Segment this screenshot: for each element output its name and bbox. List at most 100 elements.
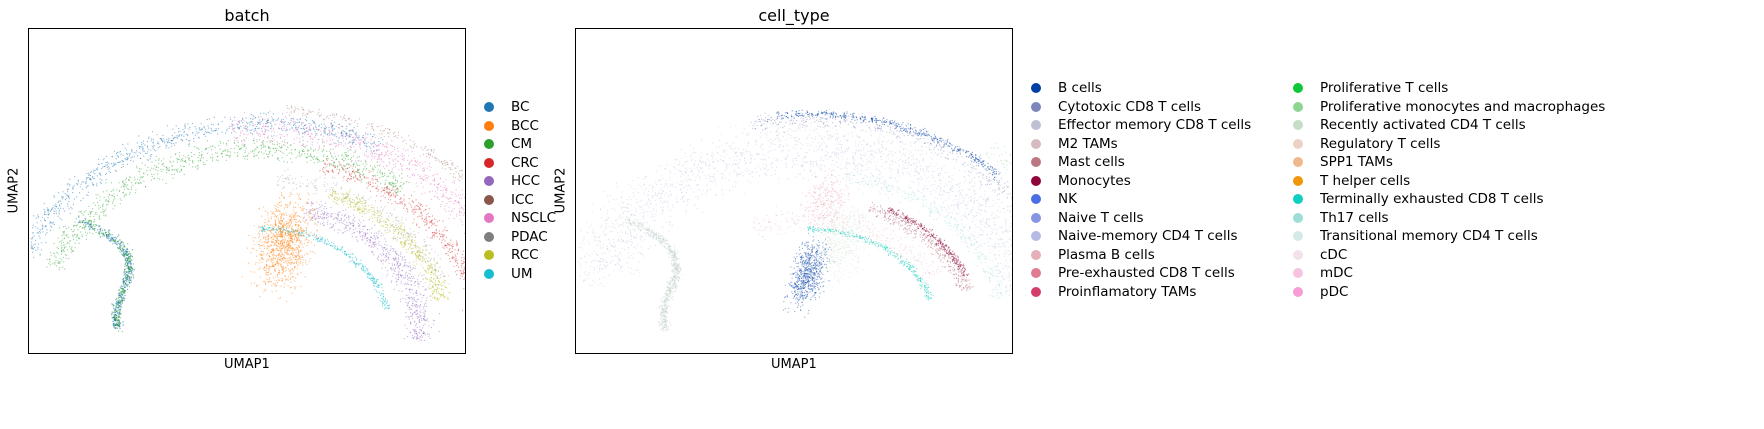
scatter-point	[353, 127, 355, 129]
scatter-point	[340, 188, 342, 190]
scatter-point	[112, 162, 115, 164]
scatter-point	[226, 144, 228, 146]
scatter-point	[335, 202, 337, 204]
scatter-point	[415, 245, 417, 247]
scatter-point	[421, 193, 423, 195]
scatter-point	[251, 125, 253, 127]
scatter-point	[313, 162, 315, 164]
scatter-point	[160, 168, 162, 171]
scatter-point	[348, 118, 350, 120]
scatter-point	[215, 152, 217, 154]
scatter-point	[102, 191, 104, 193]
scatter-point	[301, 153, 303, 155]
scatter-point	[378, 138, 380, 140]
scatter-point	[367, 185, 369, 187]
scatter-point	[361, 178, 363, 180]
scatter-point	[355, 119, 357, 122]
scatter-point	[185, 133, 187, 135]
scatter-point	[380, 195, 382, 197]
scatter-point	[306, 219, 308, 221]
scatter-point	[294, 106, 296, 108]
scatter-point	[405, 265, 407, 267]
scatter-point	[345, 151, 347, 154]
scatter-point	[445, 210, 447, 213]
scatter-point	[308, 135, 310, 137]
scatter-point	[305, 156, 307, 158]
scatter-point	[159, 137, 161, 139]
scatter-point	[254, 127, 256, 129]
scatter-point	[267, 130, 269, 132]
scatter-point	[87, 172, 90, 174]
scatter-point	[245, 117, 247, 119]
scatter-point	[372, 252, 374, 254]
scatter-point	[267, 229, 269, 231]
scatter-point	[380, 158, 382, 160]
scatter-point	[80, 200, 82, 202]
scatter-point	[357, 207, 359, 210]
scatter-point	[370, 236, 372, 238]
scatter-point	[382, 166, 384, 168]
scatter-point	[437, 183, 439, 185]
scatter-point	[369, 277, 371, 280]
scatter-point	[335, 145, 337, 147]
scatter-point	[359, 212, 361, 214]
scatter-point	[306, 113, 308, 115]
scatter-point	[198, 128, 200, 130]
scatter-point	[353, 152, 355, 154]
scatter-point	[380, 154, 382, 156]
scatter-point	[395, 217, 398, 219]
scatter-point	[37, 232, 40, 234]
scatter-point	[431, 267, 434, 269]
scatter-point	[229, 154, 231, 156]
scatter-point	[373, 243, 375, 245]
scatter-point	[332, 245, 334, 247]
scatter-point	[345, 227, 347, 229]
scatter-point	[384, 299, 386, 301]
scatter-point	[433, 320, 435, 322]
scatter-point	[389, 253, 391, 256]
scatter-point	[244, 158, 246, 160]
scatter-point	[323, 119, 325, 121]
scatter-point	[384, 308, 386, 310]
scatter-point	[389, 196, 391, 198]
scatter-point	[398, 169, 400, 171]
scatter-point	[265, 289, 267, 291]
scatter-point	[326, 133, 328, 135]
scatter-point	[430, 273, 432, 276]
scatter-point	[432, 284, 434, 286]
scatter-point	[183, 160, 186, 163]
scatter-point	[433, 233, 435, 236]
scatter-point	[395, 185, 397, 187]
scatter-point	[103, 165, 105, 168]
scatter-point	[411, 252, 413, 255]
scatter-point	[308, 150, 310, 152]
scatter-point	[295, 125, 297, 127]
scatter-point	[384, 182, 386, 184]
scatter-point	[449, 260, 451, 263]
scatter-point	[380, 153, 383, 155]
scatter-point	[362, 268, 364, 270]
scatter-point	[196, 133, 198, 135]
scatter-point	[441, 239, 443, 241]
scatter-point	[394, 196, 396, 198]
scatter-point	[252, 123, 254, 125]
scatter-point	[323, 131, 325, 133]
scatter-point	[52, 263, 54, 265]
scatter-point	[369, 208, 371, 211]
scatter-point	[310, 202, 312, 204]
scatter-point	[307, 133, 310, 135]
scatter-point	[404, 324, 406, 326]
scatter-point	[458, 200, 460, 202]
scatter-point	[246, 155, 248, 157]
scatter-point	[324, 142, 326, 144]
scatter-point	[206, 159, 208, 161]
scatter-point	[347, 224, 349, 226]
scatter-point	[53, 195, 55, 197]
scatter-point	[285, 127, 287, 129]
scatter-point	[402, 229, 404, 231]
scatter-point	[381, 145, 383, 147]
scatter-point	[413, 191, 415, 193]
scatter-point	[176, 157, 178, 159]
scatter-point	[59, 200, 62, 202]
scatter-point	[284, 170, 286, 172]
